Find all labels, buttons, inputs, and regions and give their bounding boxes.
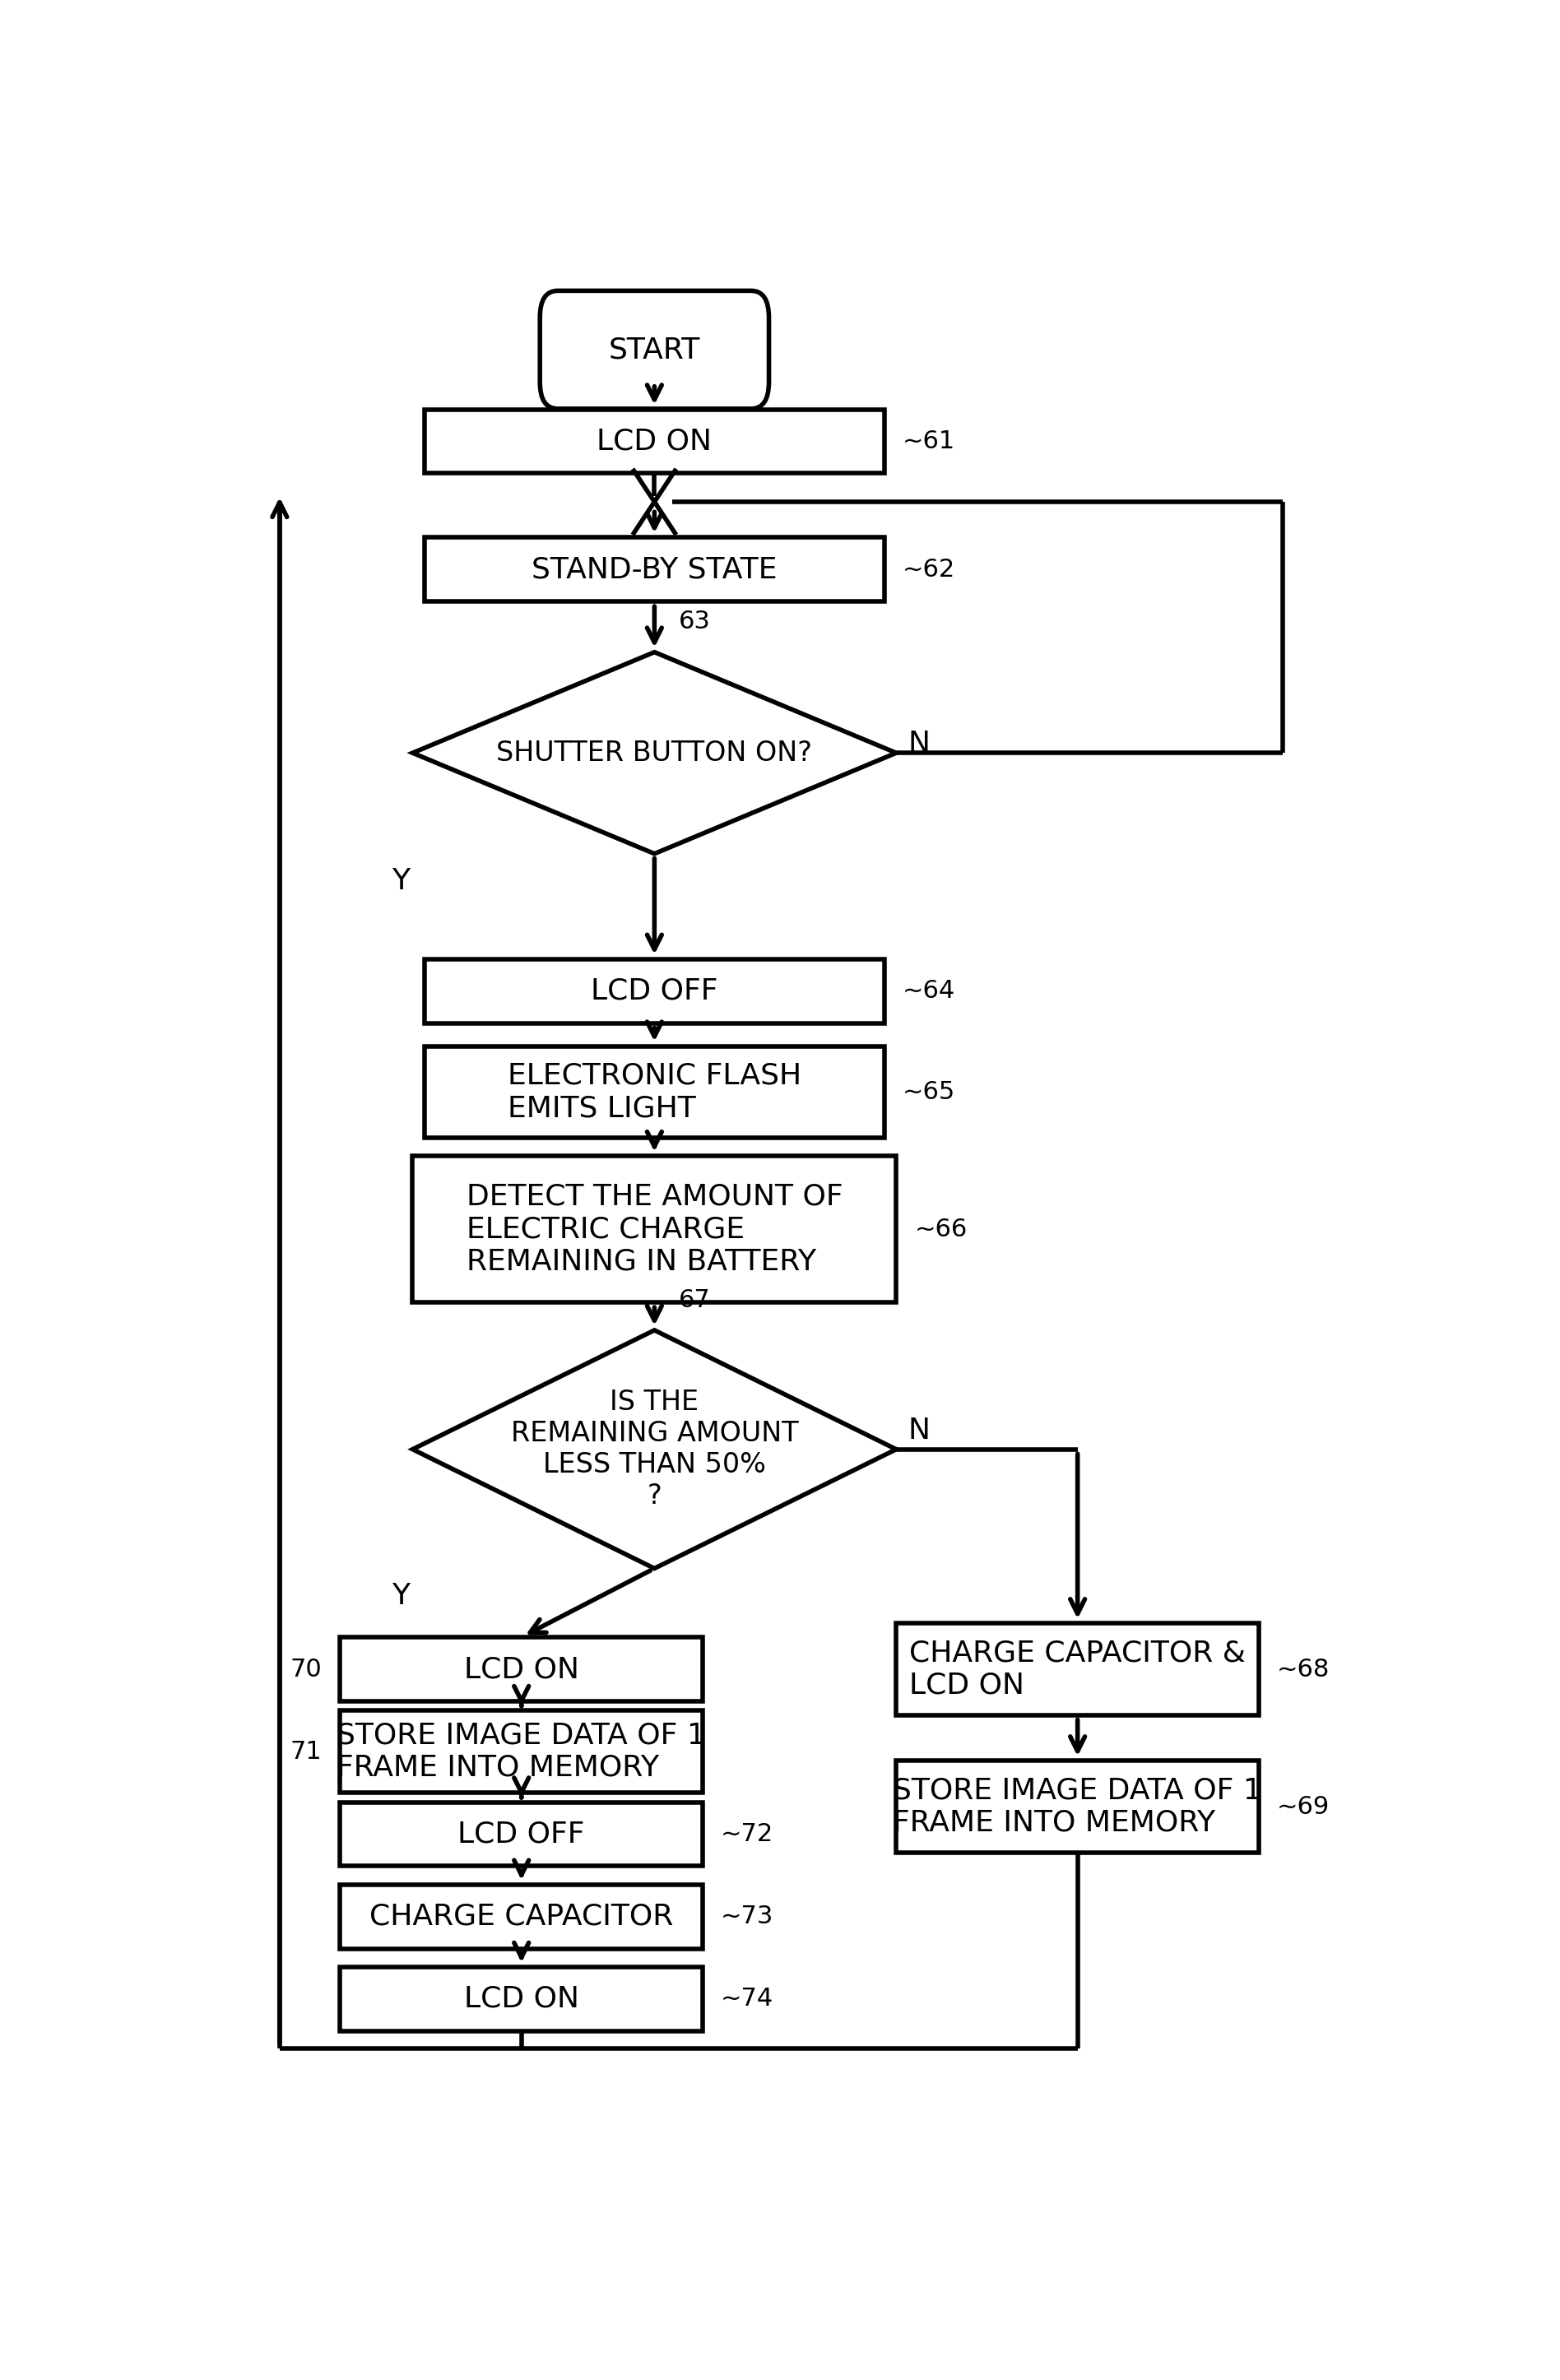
Text: 71: 71 (290, 1740, 321, 1764)
Text: ~73: ~73 (721, 1904, 774, 1928)
Text: ELECTRONIC FLASH
EMITS LIGHT: ELECTRONIC FLASH EMITS LIGHT (507, 1061, 802, 1121)
Text: DETECT THE AMOUNT OF
ELECTRIC CHARGE
REMAINING IN BATTERY: DETECT THE AMOUNT OF ELECTRIC CHARGE REM… (466, 1183, 842, 1276)
Text: N: N (908, 1416, 930, 1445)
FancyBboxPatch shape (540, 290, 769, 409)
Text: LCD ON: LCD ON (597, 428, 711, 455)
Text: IS THE
REMAINING AMOUNT
LESS THAN 50%
?: IS THE REMAINING AMOUNT LESS THAN 50% ? (510, 1388, 799, 1509)
Text: ~66: ~66 (914, 1219, 967, 1242)
Text: ~61: ~61 (902, 428, 955, 452)
Text: N: N (908, 731, 930, 757)
Text: SHUTTER BUTTON ON?: SHUTTER BUTTON ON? (496, 740, 813, 766)
Text: ~72: ~72 (721, 1823, 774, 1847)
Bar (424, 538, 885, 602)
Text: ~64: ~64 (902, 978, 955, 1002)
Text: Y: Y (392, 1583, 410, 1609)
Bar (412, 1157, 895, 1302)
Text: CHARGE CAPACITOR &
LCD ON: CHARGE CAPACITOR & LCD ON (909, 1640, 1246, 1699)
Text: LCD OFF: LCD OFF (591, 978, 718, 1004)
Text: 70: 70 (290, 1656, 321, 1680)
Bar (424, 409, 885, 474)
Bar (424, 959, 885, 1023)
Text: LCD OFF: LCD OFF (459, 1821, 585, 1849)
Bar (340, 1802, 702, 1866)
Text: 67: 67 (679, 1288, 710, 1311)
Text: START: START (608, 336, 700, 364)
Text: ~68: ~68 (1278, 1656, 1331, 1680)
Text: LCD ON: LCD ON (463, 1985, 579, 2013)
Text: ~62: ~62 (902, 557, 955, 581)
Bar (895, 1761, 1259, 1852)
Polygon shape (412, 1330, 895, 1568)
Bar (340, 1966, 702, 2030)
Bar (895, 1623, 1259, 1716)
Text: ~74: ~74 (721, 1987, 774, 2011)
Text: LCD ON: LCD ON (463, 1654, 579, 1683)
Text: STORE IMAGE DATA OF 1
FRAME INTO MEMORY: STORE IMAGE DATA OF 1 FRAME INTO MEMORY (337, 1721, 707, 1783)
Text: ~69: ~69 (1278, 1795, 1331, 1818)
Bar (340, 1885, 702, 1949)
Text: STORE IMAGE DATA OF 1
FRAME INTO MEMORY: STORE IMAGE DATA OF 1 FRAME INTO MEMORY (892, 1775, 1262, 1837)
Text: Y: Y (392, 866, 410, 895)
Text: ~65: ~65 (902, 1081, 955, 1104)
Text: CHARGE CAPACITOR: CHARGE CAPACITOR (370, 1902, 674, 1930)
Bar (340, 1637, 702, 1702)
Text: 63: 63 (679, 609, 711, 633)
Bar (340, 1711, 702, 1792)
Bar (424, 1047, 885, 1138)
Text: STAND-BY STATE: STAND-BY STATE (532, 555, 777, 583)
Polygon shape (412, 652, 895, 854)
